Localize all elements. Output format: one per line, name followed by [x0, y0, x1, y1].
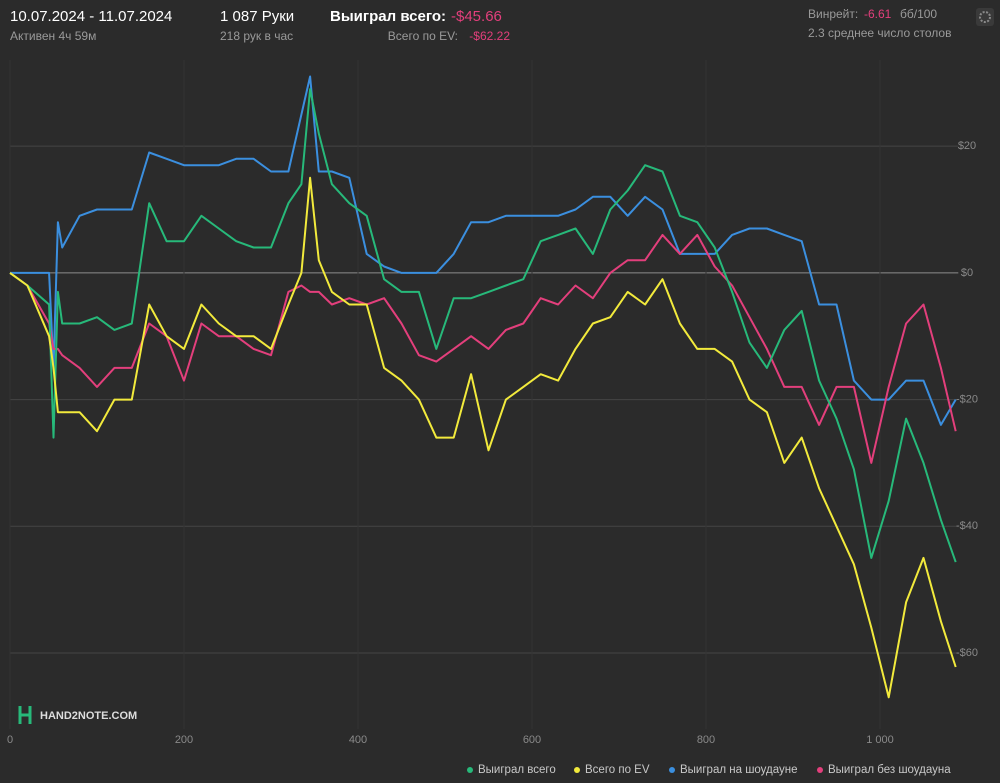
tables: 2.3 среднее число столов — [808, 26, 951, 40]
winrate-unit: бб/100 — [900, 7, 937, 21]
y-tick-label: -$20 — [956, 393, 978, 405]
hands: 1 087 Руки — [220, 8, 294, 25]
settings-button[interactable] — [976, 8, 994, 26]
logo: HAND2NOTE.COM — [18, 706, 137, 724]
legend-label: Всего по EV — [585, 764, 650, 776]
x-tick-label: 200 — [175, 734, 193, 746]
y-tick-label: -$40 — [956, 520, 978, 532]
y-tick-label: $20 — [958, 140, 976, 152]
logo-text: HAND2NOTE.COM — [40, 710, 137, 722]
winrate-label: Винрейт: — [808, 7, 858, 21]
series-line — [9, 176, 957, 699]
y-tick-label: -$60 — [956, 647, 978, 659]
legend-label: Выиграл на шоудауне — [680, 764, 798, 776]
x-tick-label: 600 — [523, 734, 541, 746]
legend-label: Выиграл без шоудауна — [828, 764, 951, 776]
won-value: -$45.66 — [451, 8, 502, 25]
y-tick-label: $0 — [961, 267, 973, 279]
series-line — [9, 88, 957, 563]
legend-marker — [817, 767, 823, 773]
x-tick-label: 400 — [349, 734, 367, 746]
settings-icon[interactable] — [976, 8, 994, 26]
legend-marker — [669, 767, 675, 773]
legend-label: Выиграл всего — [478, 764, 556, 776]
ev-label: Всего по EV: — [388, 29, 458, 43]
ev-value: -$62.22 — [469, 29, 510, 43]
legend-marker — [574, 767, 580, 773]
x-tick-label: 800 — [697, 734, 715, 746]
gear — [979, 11, 991, 23]
hands-per-hour: 218 рук в час — [220, 29, 293, 43]
winrate-value: -6.61 — [864, 7, 892, 21]
dates: 10.07.2024 - 11.07.2024 — [10, 8, 172, 25]
logo-mark — [18, 706, 32, 724]
series-line — [10, 75, 957, 426]
won-label: Выиграл всего: — [330, 8, 446, 25]
active-time: Активен 4ч 59м — [10, 29, 96, 43]
x-tick-label: 0 — [7, 734, 13, 746]
x-tick-label: 1 000 — [866, 734, 894, 746]
legend-marker — [467, 767, 473, 773]
